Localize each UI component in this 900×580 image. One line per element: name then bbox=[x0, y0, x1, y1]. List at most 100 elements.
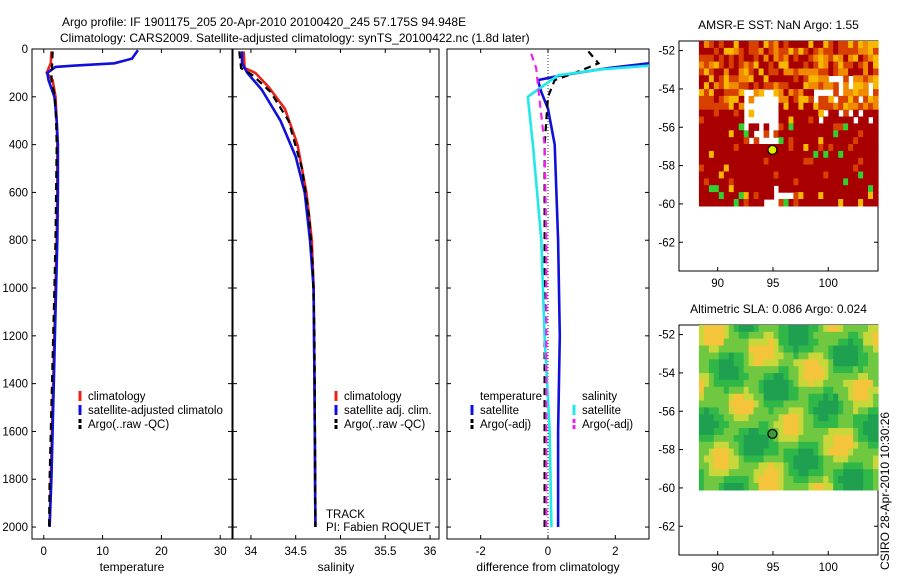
sla-map-cell bbox=[813, 338, 819, 347]
sst-map-cell bbox=[833, 144, 839, 152]
sst-map-cell bbox=[698, 185, 705, 193]
sla-map-cell bbox=[868, 400, 874, 408]
sla-map-cell bbox=[848, 476, 854, 484]
sla-map-cell bbox=[758, 407, 765, 415]
sst-map-cell bbox=[803, 41, 809, 49]
sst-map-cell bbox=[703, 109, 710, 118]
sst-map-cell bbox=[778, 47, 785, 56]
sla-map-cell bbox=[793, 331, 799, 340]
sla-map-cell bbox=[708, 428, 715, 436]
sla-map-cell bbox=[868, 441, 874, 450]
sst-map-cell bbox=[743, 157, 750, 166]
sla-map-cell bbox=[783, 407, 790, 415]
sla-map-cell bbox=[783, 400, 790, 408]
sla-map-cell bbox=[803, 373, 809, 381]
sla-map-cell bbox=[818, 462, 824, 470]
salinity-xlabel: salinity bbox=[318, 560, 355, 574]
sst-map-cell bbox=[818, 75, 824, 83]
sst-map-cell bbox=[838, 171, 844, 179]
sla-map-cell bbox=[843, 428, 849, 436]
sla-map-cell bbox=[758, 386, 765, 395]
sla-map-cell bbox=[733, 352, 740, 360]
temperature-xtick-label: 10 bbox=[96, 546, 109, 558]
sla-map-cell bbox=[783, 359, 790, 367]
sst-map-cell bbox=[863, 102, 869, 111]
sla-map-cell bbox=[803, 448, 809, 457]
sst-map-cell bbox=[713, 144, 720, 152]
sst-map-cell bbox=[708, 150, 715, 159]
sla-map-cell bbox=[818, 352, 824, 360]
sst-map-cell bbox=[808, 150, 814, 159]
sst-map-cell bbox=[828, 109, 834, 118]
sst-map-cell bbox=[853, 130, 859, 138]
sst-map-cell bbox=[748, 47, 755, 56]
sla-map-cell bbox=[793, 338, 799, 347]
temperature-legend-entry: satellite-adjusted climatolo bbox=[88, 405, 223, 417]
sla-map-cell bbox=[788, 345, 795, 354]
sst-map-cell bbox=[858, 61, 864, 70]
sla-map-cell bbox=[863, 414, 869, 422]
sla-map-cell bbox=[803, 338, 809, 347]
sla-map-cell bbox=[718, 414, 725, 422]
sla-map-cell bbox=[758, 325, 765, 333]
sla-map-cell bbox=[773, 386, 780, 395]
sla-map-cell bbox=[813, 366, 819, 374]
sla-map-cell bbox=[753, 400, 760, 408]
sst-map-cell bbox=[698, 89, 705, 97]
sla-map-cell bbox=[733, 462, 740, 470]
sst-map-cell bbox=[743, 178, 750, 186]
sla-map-cell bbox=[803, 352, 809, 360]
sla-map-cell bbox=[738, 469, 745, 477]
sst-map-cell bbox=[843, 130, 849, 138]
sla-map-cell bbox=[803, 455, 809, 463]
sla-map-cell bbox=[853, 352, 859, 360]
sla-map-cell bbox=[703, 386, 710, 395]
sla-map-cell bbox=[743, 441, 750, 450]
sla-map-cell bbox=[763, 469, 770, 477]
sla-map-cell bbox=[858, 441, 864, 450]
sla-map-cell bbox=[848, 428, 854, 436]
sst-map-cell bbox=[818, 41, 824, 49]
sla-map-cell bbox=[798, 462, 804, 470]
sla-map-cell bbox=[733, 379, 740, 388]
sst-map-cell bbox=[863, 123, 869, 131]
sst-map-cell bbox=[698, 171, 705, 179]
sst-map-cell bbox=[853, 75, 859, 83]
sst-map-cell bbox=[873, 102, 879, 111]
sla-map-cell bbox=[833, 476, 839, 484]
sst-map-cell bbox=[843, 68, 849, 76]
sst-map-cell bbox=[813, 164, 819, 173]
sla-map-cell bbox=[698, 483, 705, 491]
sla-map-cell bbox=[808, 331, 814, 340]
sla-map-cell bbox=[708, 400, 715, 408]
sst-map-cell bbox=[763, 123, 770, 131]
temperature-ytick-label: 1800 bbox=[2, 474, 28, 486]
salinity-xtick-label: 34 bbox=[245, 546, 258, 558]
sla-map-cell bbox=[838, 455, 844, 463]
sla-map-cell bbox=[838, 400, 844, 408]
sla-map-cell bbox=[793, 441, 799, 450]
sla-map-cell bbox=[853, 428, 859, 436]
sla-map-cell bbox=[788, 366, 795, 374]
sst-map-cell bbox=[843, 164, 849, 173]
sla-map-cell bbox=[773, 373, 780, 381]
sla-map-cell bbox=[713, 441, 720, 450]
sla-map-cell bbox=[728, 414, 735, 422]
sst-map-cell bbox=[838, 185, 844, 193]
sla-map-cell bbox=[713, 434, 720, 443]
sst-map-cell bbox=[863, 144, 869, 152]
sst-map-cell bbox=[848, 137, 854, 145]
sst-map-cell bbox=[723, 178, 730, 186]
sla-map-cell bbox=[763, 338, 770, 347]
sla-map-ytick-label: -62 bbox=[658, 521, 675, 533]
sst-map-cell bbox=[803, 137, 809, 145]
sla-map-cell bbox=[863, 338, 869, 347]
sst-map-cell bbox=[788, 75, 795, 83]
sla-map-cell bbox=[768, 414, 775, 422]
sla-map-cell bbox=[733, 366, 740, 374]
sla-map-cell bbox=[738, 352, 745, 360]
sst-map-cell bbox=[793, 89, 799, 97]
sla-map-cell bbox=[723, 373, 730, 381]
sst-map-cell bbox=[708, 171, 715, 179]
sla-map-cell bbox=[823, 421, 829, 429]
